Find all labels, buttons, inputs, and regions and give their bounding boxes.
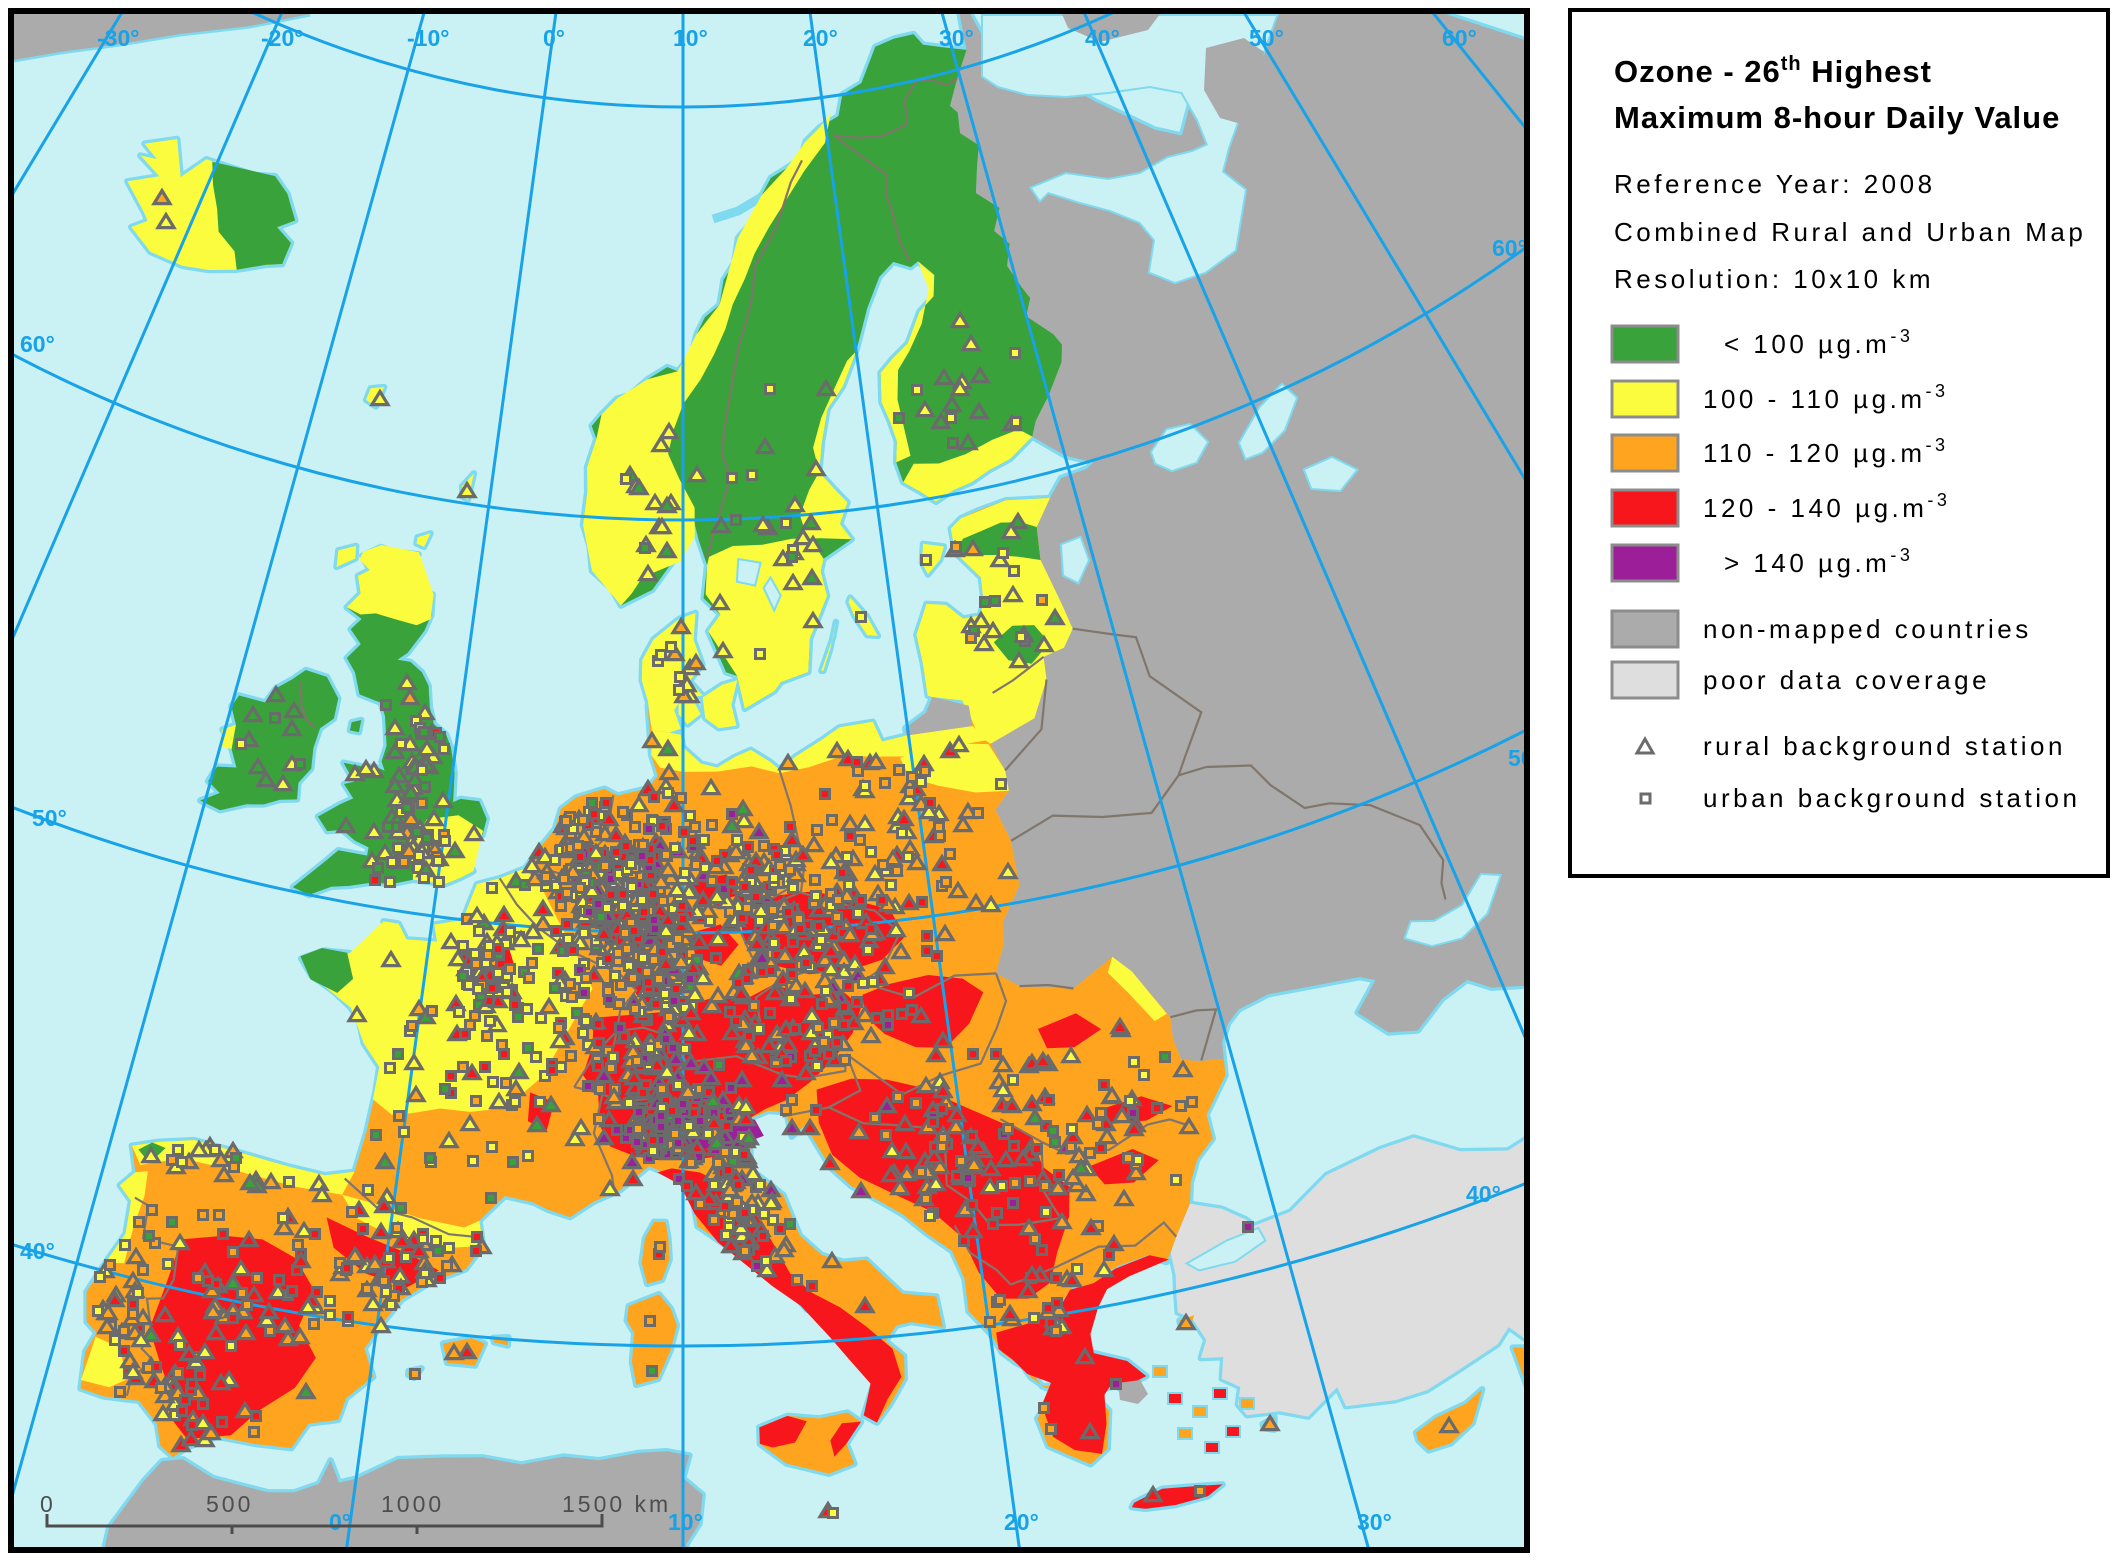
svg-text:1500 km: 1500 km (562, 1491, 671, 1517)
svg-text:< 100 µg.m-3: < 100 µg.m-3 (1724, 326, 1913, 359)
svg-text:poor data coverage: poor data coverage (1703, 665, 1990, 695)
svg-text:rural background station: rural background station (1703, 731, 2066, 761)
svg-text:Combined Rural and Urban Map: Combined Rural and Urban Map (1614, 217, 2086, 247)
svg-text:30°: 30° (1357, 1509, 1392, 1535)
svg-text:50°: 50° (1508, 745, 1543, 771)
svg-text:40°: 40° (1466, 1181, 1501, 1207)
svg-text:-10°: -10° (407, 25, 449, 51)
svg-text:30°: 30° (939, 25, 974, 51)
svg-text:40°: 40° (1085, 25, 1120, 51)
svg-text:Resolution: 10x10 km: Resolution: 10x10 km (1614, 264, 1934, 294)
svg-text:60°: 60° (1492, 235, 1527, 261)
svg-text:110 - 120 µg.m-3: 110 - 120 µg.m-3 (1703, 435, 1949, 468)
svg-text:50°: 50° (32, 805, 67, 831)
svg-text:40°: 40° (20, 1238, 55, 1264)
svg-text:Maximum 8-hour Daily Value: Maximum 8-hour Daily Value (1614, 100, 2060, 135)
svg-text:20°: 20° (1004, 1509, 1039, 1535)
svg-text:20°: 20° (803, 25, 838, 51)
svg-text:1000: 1000 (381, 1491, 444, 1517)
svg-text:urban background station: urban background station (1703, 783, 2080, 813)
svg-text:60°: 60° (1442, 25, 1477, 51)
svg-text:10°: 10° (668, 1509, 703, 1535)
svg-text:500: 500 (206, 1491, 253, 1517)
svg-text:100 - 110 µg.m-3: 100 - 110 µg.m-3 (1703, 381, 1949, 414)
svg-text:> 140 µg.m-3: > 140 µg.m-3 (1724, 545, 1913, 578)
svg-text:10°: 10° (673, 25, 708, 51)
svg-text:non-mapped countries: non-mapped countries (1703, 614, 2032, 644)
svg-text:0°: 0° (329, 1509, 351, 1535)
svg-text:-30°: -30° (97, 25, 139, 51)
svg-text:60°: 60° (20, 331, 55, 357)
svg-text:50°: 50° (1249, 25, 1284, 51)
svg-text:-20°: -20° (261, 25, 303, 51)
svg-text:Reference Year: 2008: Reference Year: 2008 (1614, 169, 1936, 199)
svg-text:0°: 0° (543, 25, 565, 51)
svg-text:Ozone - 26th Highest: Ozone - 26th Highest (1614, 53, 1932, 89)
svg-text:0: 0 (40, 1491, 56, 1517)
svg-text:120 - 140 µg.m-3: 120 - 140 µg.m-3 (1703, 490, 1950, 523)
